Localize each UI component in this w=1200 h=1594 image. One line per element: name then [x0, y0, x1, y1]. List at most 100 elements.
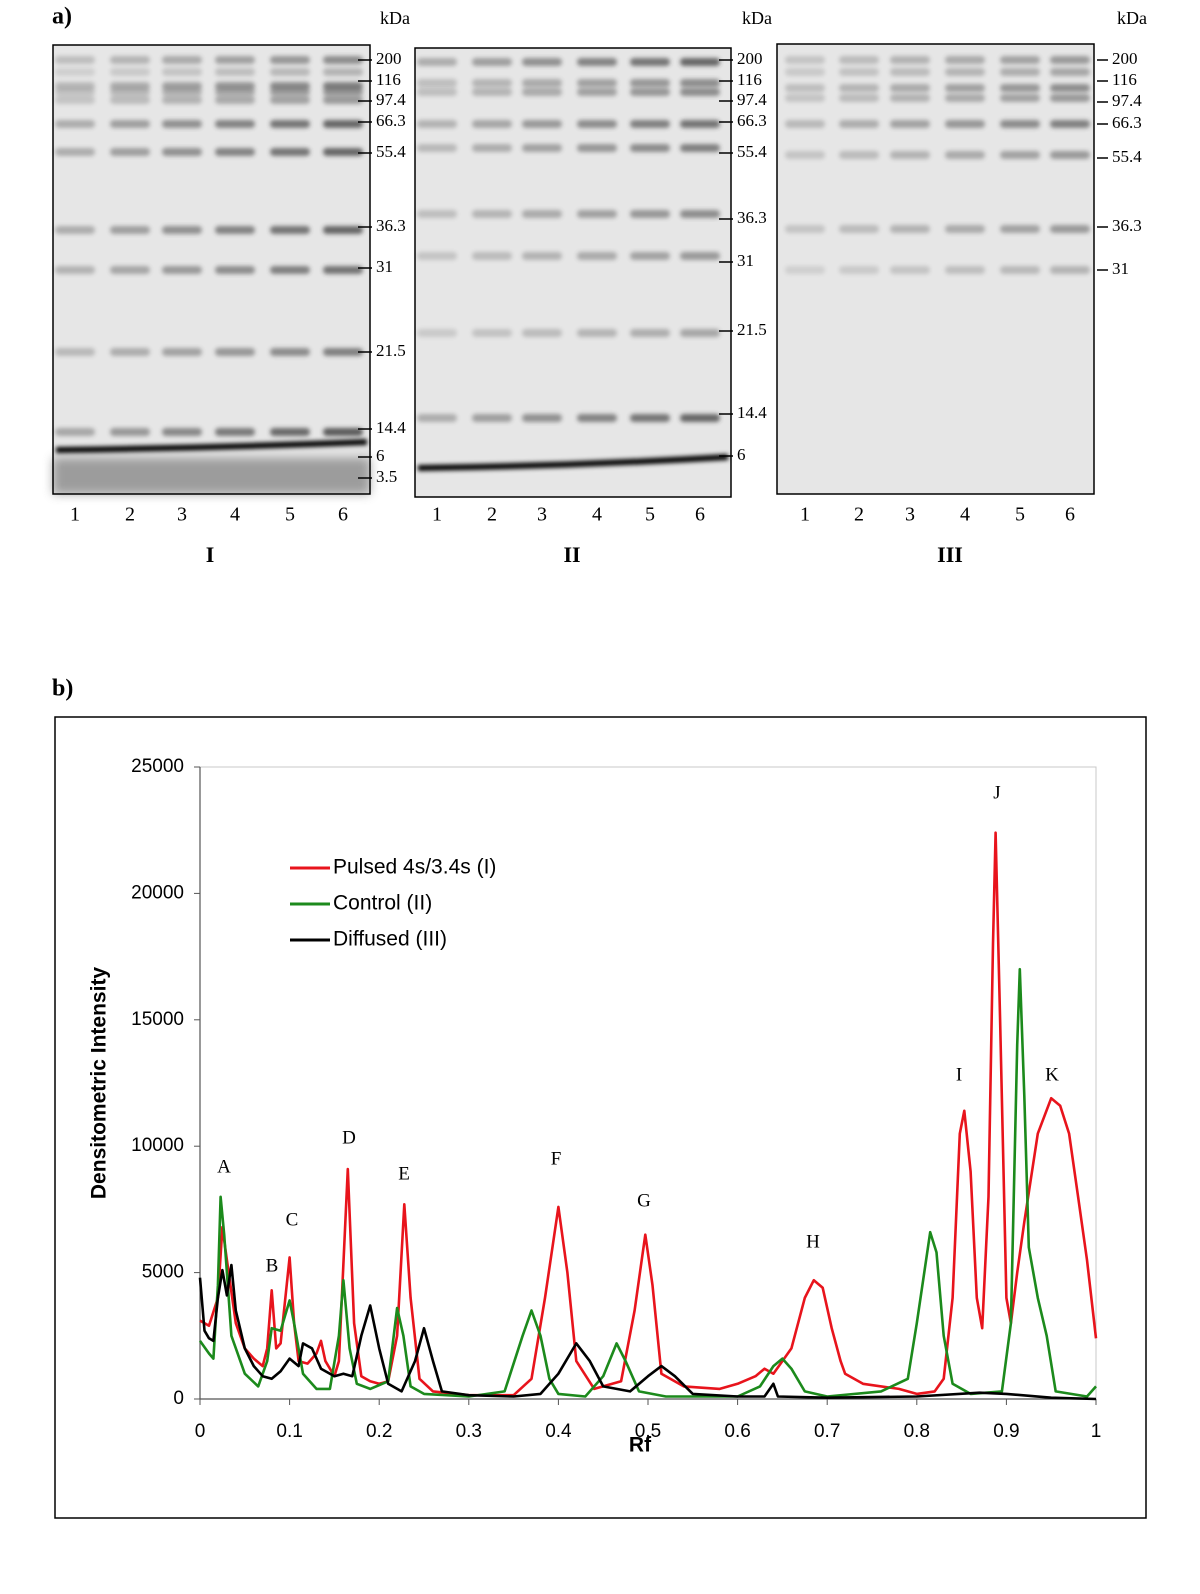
gel-band: [323, 348, 363, 356]
lane-label: 3: [177, 504, 187, 526]
lane-label: 4: [592, 504, 602, 526]
gel-band: [945, 225, 985, 233]
gel-band: [215, 266, 255, 274]
gel-band: [890, 225, 930, 233]
gel-band: [522, 414, 562, 422]
gel-band: [522, 252, 562, 260]
peak-annotation: G: [637, 1190, 651, 1211]
chart-frame: [54, 716, 1147, 1519]
gel-band: [472, 252, 512, 260]
gel-band: [162, 96, 202, 104]
gel-band: [472, 144, 512, 152]
gel-band: [1000, 84, 1040, 92]
gel-band: [890, 151, 930, 159]
gel-band: [785, 225, 825, 233]
gel-band: [630, 252, 670, 260]
marker-label: 116: [1112, 70, 1137, 89]
gel-band: [522, 144, 562, 152]
gel-band: [785, 68, 825, 76]
marker-label: 31: [737, 251, 754, 270]
gel-smear: [53, 458, 370, 494]
gel-band: [630, 88, 670, 96]
gel-band: [472, 210, 512, 218]
unit-label: kDa: [380, 8, 410, 28]
gel-band: [945, 151, 985, 159]
gel-band: [577, 88, 617, 96]
gel-band: [110, 226, 150, 234]
y-tick-label: 5000: [142, 1262, 184, 1283]
legend-label: Control (II): [333, 892, 432, 915]
marker-label: 97.4: [376, 90, 406, 109]
gel-band: [110, 266, 150, 274]
marker-label: 36.3: [1112, 216, 1142, 235]
peak-annotation: D: [342, 1127, 356, 1148]
gel-band: [577, 210, 617, 218]
gel-band: [1000, 266, 1040, 274]
gel-band: [417, 414, 457, 422]
gel-heavy-band: [55, 439, 368, 453]
peak-annotation: E: [398, 1163, 410, 1184]
gel-band: [522, 120, 562, 128]
gel-band: [1050, 120, 1090, 128]
gel-band: [110, 348, 150, 356]
gel-band: [110, 68, 150, 76]
marker-label: 14.4: [376, 418, 406, 437]
gel-band: [945, 266, 985, 274]
peak-annotation: I: [956, 1064, 962, 1085]
gel-band: [630, 79, 670, 87]
gel-band: [323, 56, 363, 64]
gel-band: [55, 68, 95, 76]
gel-band: [945, 84, 985, 92]
gel-band: [270, 148, 310, 156]
x-tick-label: 0.1: [276, 1421, 302, 1442]
marker-label: 66.3: [737, 111, 767, 130]
gel-band: [577, 120, 617, 128]
gel-band: [417, 88, 457, 96]
gel-band: [472, 88, 512, 96]
x-tick-label: 0.4: [545, 1421, 572, 1442]
gel-band: [1050, 94, 1090, 102]
gel-band: [472, 79, 512, 87]
gel-band: [323, 88, 363, 96]
gel-band: [110, 120, 150, 128]
gel-band: [270, 56, 310, 64]
panel-label: b): [52, 676, 73, 702]
gel-band: [472, 329, 512, 337]
gel-band: [270, 96, 310, 104]
peak-annotation: J: [993, 782, 1000, 803]
marker-label: 6: [376, 446, 385, 465]
gel-band: [55, 348, 95, 356]
y-tick-label: 15000: [131, 1009, 184, 1030]
gel-band: [945, 94, 985, 102]
gel-band: [577, 329, 617, 337]
gel-band: [323, 96, 363, 104]
gel-band: [110, 148, 150, 156]
gel-band: [1050, 84, 1090, 92]
gel-band: [110, 56, 150, 64]
gel-band: [323, 226, 363, 234]
gel-band: [522, 329, 562, 337]
marker-label: 116: [737, 70, 762, 89]
lane-label: 4: [230, 504, 240, 526]
gel-band: [1050, 56, 1090, 64]
gel-band: [1000, 94, 1040, 102]
marker-label: 3.5: [376, 467, 397, 486]
gel-band: [162, 120, 202, 128]
gel-border: [414, 47, 732, 498]
marker-label: 200: [1112, 49, 1138, 68]
marker-label: 31: [1112, 259, 1129, 278]
marker-label: 66.3: [1112, 113, 1142, 132]
gel-band: [215, 96, 255, 104]
x-tick-label: 0.5: [635, 1421, 661, 1442]
marker-label: 55.4: [737, 142, 767, 161]
gel-band: [417, 252, 457, 260]
gel-band: [55, 148, 95, 156]
gel-band: [577, 144, 617, 152]
gel-band: [162, 348, 202, 356]
gel-band: [522, 79, 562, 87]
gel-band: [630, 329, 670, 337]
series-line: [198, 1263, 1097, 1401]
unit-label: kDa: [742, 8, 772, 28]
peak-annotation: F: [551, 1148, 562, 1169]
